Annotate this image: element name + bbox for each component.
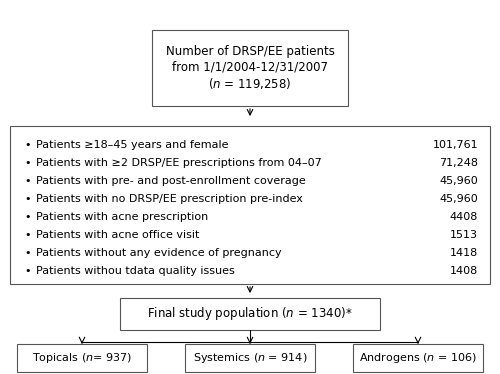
Text: 4408: 4408 [450,212,478,222]
Text: Topicals ($n$= 937): Topicals ($n$= 937) [32,351,132,365]
FancyBboxPatch shape [185,344,315,372]
Text: Systemics ($n$ = 914): Systemics ($n$ = 914) [193,351,307,365]
Text: Patients with ≥2 DRSP/EE prescriptions from 04–07: Patients with ≥2 DRSP/EE prescriptions f… [36,158,322,168]
Text: Androgens ($n$ = 106): Androgens ($n$ = 106) [359,351,477,365]
Text: Final study population ($n$ = 1340)*: Final study population ($n$ = 1340)* [147,306,353,322]
Text: 45,960: 45,960 [440,176,478,186]
Text: Patients with pre- and post-enrollment coverage: Patients with pre- and post-enrollment c… [36,176,306,186]
Text: •: • [24,176,30,186]
Text: •: • [24,248,30,258]
Text: •: • [24,266,30,276]
Text: •: • [24,140,30,150]
Text: Patients withou tdata quality issues: Patients withou tdata quality issues [36,266,235,276]
Text: 71,248: 71,248 [439,158,478,168]
Text: •: • [24,212,30,222]
FancyBboxPatch shape [152,30,348,106]
Text: 1418: 1418 [450,248,478,258]
Text: 101,761: 101,761 [432,140,478,150]
FancyBboxPatch shape [353,344,483,372]
Text: Patients with acne office visit: Patients with acne office visit [36,230,200,240]
Text: 45,960: 45,960 [440,194,478,204]
FancyBboxPatch shape [120,298,380,330]
Text: Patients without any evidence of pregnancy: Patients without any evidence of pregnan… [36,248,282,258]
Text: Patients ≥18–45 years and female: Patients ≥18–45 years and female [36,140,228,150]
Text: 1513: 1513 [450,230,478,240]
Text: •: • [24,230,30,240]
FancyBboxPatch shape [17,344,147,372]
Text: Patients with no DRSP/EE prescription pre-index: Patients with no DRSP/EE prescription pr… [36,194,303,204]
FancyBboxPatch shape [10,126,490,284]
Text: Patients with acne prescription: Patients with acne prescription [36,212,208,222]
Text: •: • [24,158,30,168]
Text: 1408: 1408 [450,266,478,276]
Text: •: • [24,194,30,204]
Text: Number of DRSP/EE patients
from 1/1/2004-12/31/2007
($n$ = 119,258): Number of DRSP/EE patients from 1/1/2004… [166,45,334,91]
